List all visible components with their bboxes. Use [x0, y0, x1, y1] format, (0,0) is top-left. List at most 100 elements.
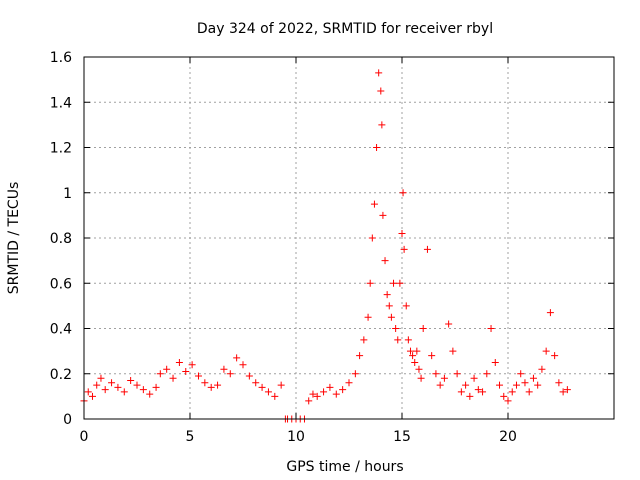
data-point [379, 211, 387, 219]
y-axis-label: SRMTID / TECUs [6, 182, 22, 295]
data-point [559, 388, 567, 396]
data-point [88, 392, 96, 400]
data-point [370, 200, 378, 208]
data-point [373, 144, 381, 151]
x-tick-label: 0 [80, 429, 89, 445]
data-point [419, 325, 427, 332]
tick-layer [83, 56, 614, 420]
data-point [474, 386, 482, 394]
data-point [529, 374, 537, 382]
data-point [366, 279, 374, 287]
chart-title: Day 324 of 2022, SRMTID for receiver rby… [197, 21, 493, 37]
y-tick-label: 0.6 [50, 276, 72, 292]
data-point [402, 302, 410, 310]
data-point [525, 388, 533, 396]
data-point [194, 372, 202, 380]
data-point [457, 388, 465, 396]
data-point [546, 309, 554, 317]
data-point [508, 388, 516, 396]
data-point [360, 336, 368, 344]
data-point [534, 381, 542, 389]
data-point [201, 379, 209, 387]
data-point [385, 302, 393, 310]
data-point [332, 390, 340, 398]
data-point [399, 189, 407, 197]
data-point [339, 386, 347, 394]
data-point [305, 397, 313, 405]
data-point [120, 388, 128, 396]
data-point [175, 358, 183, 366]
data-point [375, 69, 383, 77]
data-point [445, 320, 453, 328]
data-point [462, 381, 470, 389]
data-point [394, 336, 402, 344]
data-point [356, 352, 364, 360]
data-point [313, 392, 321, 400]
data-point [392, 325, 400, 332]
data-point [398, 229, 406, 237]
data-point [101, 386, 109, 394]
data-point [512, 381, 520, 389]
y-tick-label: 1.2 [50, 141, 72, 157]
data-point [226, 370, 234, 378]
data-point [207, 383, 215, 391]
data-point [127, 377, 135, 385]
grid-layer [84, 57, 614, 419]
data-point [258, 383, 266, 391]
data-point [163, 365, 171, 373]
data-point [351, 370, 359, 378]
data-point [428, 352, 436, 360]
data-point [440, 374, 448, 382]
data-point [220, 365, 228, 373]
data-point [309, 390, 317, 398]
y-tick-label: 0.8 [50, 231, 72, 247]
data-point [271, 392, 279, 400]
data-point [496, 381, 504, 389]
data-point [252, 379, 260, 387]
data-point [169, 374, 177, 382]
data-point [409, 352, 417, 360]
data-point [487, 325, 495, 332]
data-point [483, 370, 491, 378]
y-tick-label: 0 [63, 412, 72, 428]
data-point [156, 370, 164, 378]
data-point [320, 388, 328, 396]
data-point [214, 381, 222, 389]
data-point [406, 347, 414, 355]
y-tick-label: 1 [63, 186, 72, 202]
data-point [415, 365, 423, 373]
data-point [491, 358, 499, 366]
x-tick-label: 20 [499, 429, 517, 445]
data-point [432, 370, 440, 378]
data-point [182, 367, 190, 375]
data-point [555, 379, 563, 387]
data-point [345, 379, 353, 387]
data-point [504, 397, 512, 405]
data-point [417, 374, 425, 382]
data-point [413, 347, 421, 355]
data-point [521, 379, 529, 387]
y-tick-label: 1.6 [50, 50, 72, 66]
data-point [449, 347, 457, 355]
data-layer [80, 69, 571, 423]
data-point [404, 336, 412, 344]
data-point [400, 245, 408, 253]
data-point [245, 372, 253, 380]
x-tick-label: 5 [186, 429, 195, 445]
data-point [390, 279, 398, 287]
data-point [277, 381, 285, 389]
data-point [396, 279, 404, 287]
data-point [233, 354, 241, 362]
data-point [84, 388, 92, 396]
y-tick-label: 1.4 [50, 95, 72, 111]
data-point [381, 257, 389, 265]
data-point [542, 347, 550, 355]
x-tick-label: 10 [287, 429, 305, 445]
x-axis-label: GPS time / hours [286, 459, 403, 475]
data-point [377, 87, 385, 95]
data-point [411, 358, 419, 366]
y-tick-label: 0.4 [50, 322, 72, 338]
data-point [114, 383, 122, 391]
data-point [264, 388, 272, 396]
